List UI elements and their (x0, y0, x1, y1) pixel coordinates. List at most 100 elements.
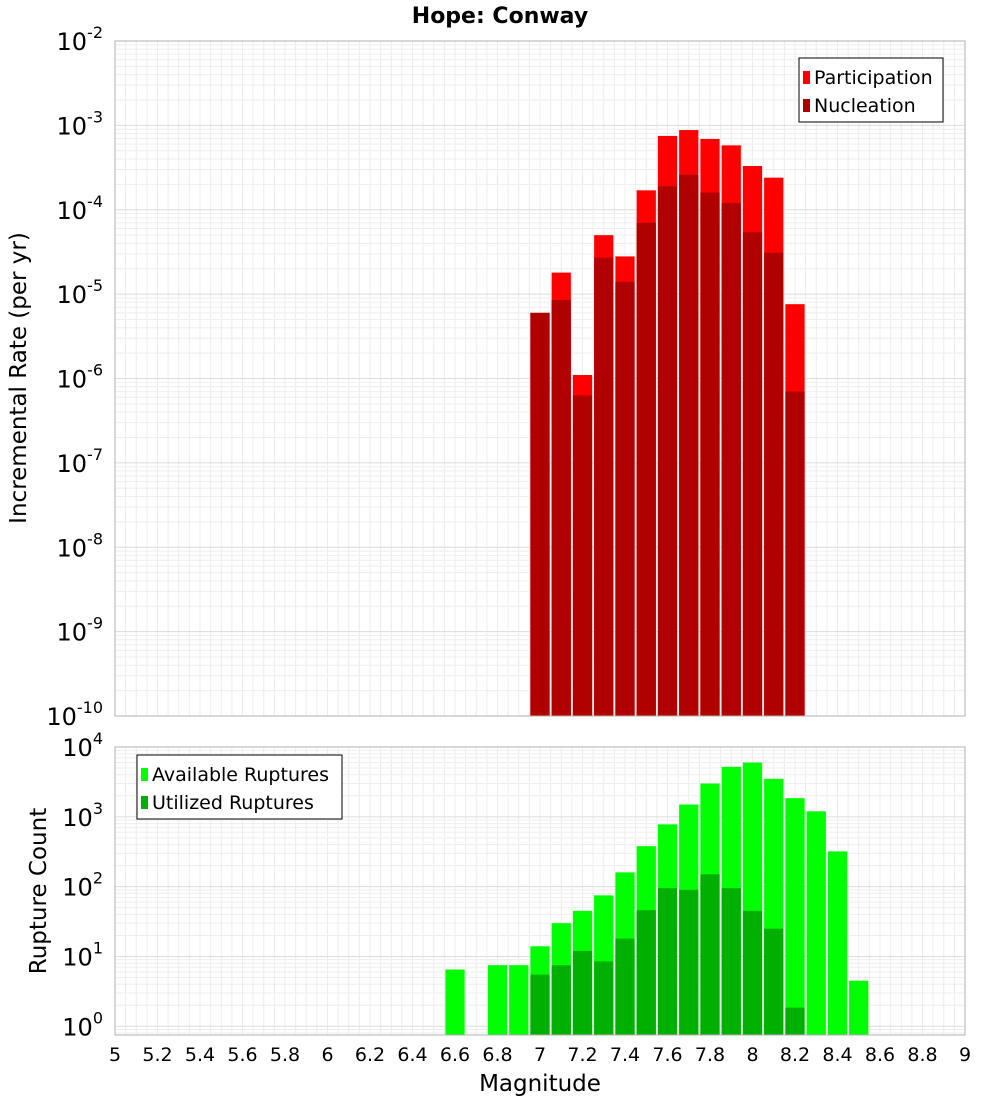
y-tick-label: 10-8 (57, 529, 104, 562)
bar-available-ruptures (806, 811, 826, 1035)
rate-plot-y-axis-label: Incremental Rate (per yr) (6, 232, 32, 524)
x-tick-label: 8.4 (822, 1044, 852, 1066)
x-tick-label: 7.4 (610, 1044, 640, 1066)
legend-label: Nucleation (814, 95, 916, 117)
chart-title: Hope: Conway (412, 4, 588, 29)
bar-utilized-ruptures (572, 950, 593, 1035)
bar-nucleation (721, 203, 741, 716)
bar-nucleation (615, 281, 635, 716)
bar-utilized-ruptures (742, 910, 763, 1035)
bar-available-ruptures (445, 969, 465, 1035)
y-tick-label-text: 10-2 (57, 23, 104, 56)
y-tick-label-text: 10-3 (57, 107, 104, 140)
rupture-count-plot: 104 103 102 101 100 Available Ruptures Utilize… (62, 729, 971, 1066)
y-tick-label: 100 (62, 1008, 103, 1041)
x-tick-label: 5.8 (270, 1044, 300, 1066)
bar-available-ruptures (827, 851, 848, 1035)
y-tick-label: 10-7 (57, 445, 104, 478)
y-tick-label-text: 10-10 (46, 698, 103, 731)
legend-label: Utilized Ruptures (152, 792, 314, 814)
bar-utilized-ruptures (657, 888, 678, 1035)
legend: Available Ruptures Utilized Ruptures (136, 754, 343, 820)
legend-box (798, 57, 944, 123)
bar-nucleation (764, 252, 784, 716)
y-tick-label-text: 102 (62, 869, 103, 902)
y-tick-label: 10-10 (46, 698, 103, 731)
bar-available-ruptures (849, 980, 869, 1035)
x-tick-label: 6.6 (440, 1044, 470, 1066)
bar-nucleation (657, 186, 678, 716)
legend-label: Participation (814, 67, 933, 89)
x-tick-label: 6.2 (355, 1044, 385, 1066)
y-tick-label: 10-3 (57, 107, 104, 140)
bar-nucleation (785, 391, 805, 716)
bar-nucleation (594, 257, 614, 716)
y-tick-label-text: 103 (62, 799, 103, 832)
y-tick-label: 10-4 (57, 192, 104, 225)
x-tick-label: 9 (959, 1044, 971, 1066)
y-tick-label-text: 100 (62, 1008, 103, 1041)
y-tick-label: 102 (62, 869, 103, 902)
bar-utilized-ruptures (636, 910, 656, 1035)
bar-utilized-ruptures (530, 974, 550, 1035)
bar-utilized-ruptures (764, 928, 784, 1035)
legend-box (136, 754, 343, 820)
bar-nucleation (636, 222, 656, 716)
bar-available-ruptures (487, 965, 508, 1035)
y-tick-label: 103 (62, 799, 103, 832)
x-axis-label: Magnitude (479, 1071, 601, 1097)
y-tick-label: 10-9 (57, 614, 104, 647)
x-tick-label: 7.6 (652, 1044, 682, 1066)
x-tick-label: 7.2 (567, 1044, 597, 1066)
bar-nucleation (679, 174, 699, 716)
legend-swatch (141, 768, 148, 781)
y-tick-label-text: 10-8 (57, 529, 104, 562)
bar-available-ruptures (509, 965, 529, 1035)
bar-utilized-ruptures (785, 1007, 805, 1035)
y-tick-label: 10-6 (57, 361, 104, 394)
legend: Participation Nucleation (798, 57, 944, 123)
bar-nucleation (572, 395, 593, 716)
x-tick-label: 8.6 (865, 1044, 895, 1066)
x-tick-label: 5.6 (227, 1044, 257, 1066)
legend-swatch (141, 796, 148, 809)
x-tick-label: 7.8 (695, 1044, 725, 1066)
legend-swatch (803, 71, 810, 84)
y-tick-label: 10-2 (57, 23, 104, 56)
x-tick-label: 6 (321, 1044, 333, 1066)
y-tick-label-text: 10-4 (57, 192, 104, 225)
y-tick-label-text: 10-5 (57, 276, 104, 309)
x-tick-label: 8 (746, 1044, 758, 1066)
bar-utilized-ruptures (615, 938, 635, 1035)
x-tick-label: 5 (109, 1044, 121, 1066)
y-tick-label: 10-5 (57, 276, 104, 309)
x-tick-label: 5.4 (185, 1044, 215, 1066)
plot-frame (114, 746, 966, 1036)
y-tick-label-text: 101 (62, 938, 103, 971)
y-tick-label-text: 104 (62, 729, 103, 762)
bar-available-ruptures (785, 798, 805, 1035)
x-tick-label: 6.8 (482, 1044, 512, 1066)
bar-utilized-ruptures (551, 965, 571, 1035)
x-tick-label: 7 (534, 1044, 546, 1066)
bar-nucleation (530, 312, 550, 716)
x-tick-label: 8.2 (780, 1044, 810, 1066)
x-tick-label: 5.2 (142, 1044, 172, 1066)
legend-swatch (803, 99, 810, 112)
y-tick-label-text: 10-6 (57, 361, 104, 394)
rate-plot: 10-2 10-3 10-4 10-5 10-6 10-7 10-8 10-9 10-10 Par… (46, 23, 966, 731)
legend-label: Available Ruptures (152, 764, 329, 786)
plot-frame (114, 40, 966, 717)
x-tick-label: 8.8 (907, 1044, 937, 1066)
y-tick-label: 104 (62, 729, 103, 762)
bar-nucleation (742, 232, 763, 716)
bar-utilized-ruptures (700, 874, 720, 1035)
bar-utilized-ruptures (594, 961, 614, 1035)
x-tick-label: 6.4 (397, 1044, 427, 1066)
bar-nucleation (551, 300, 571, 716)
count-plot-y-axis-label: Rupture Count (26, 808, 52, 974)
bar-utilized-ruptures (721, 888, 741, 1035)
y-tick-label: 101 (62, 938, 103, 971)
